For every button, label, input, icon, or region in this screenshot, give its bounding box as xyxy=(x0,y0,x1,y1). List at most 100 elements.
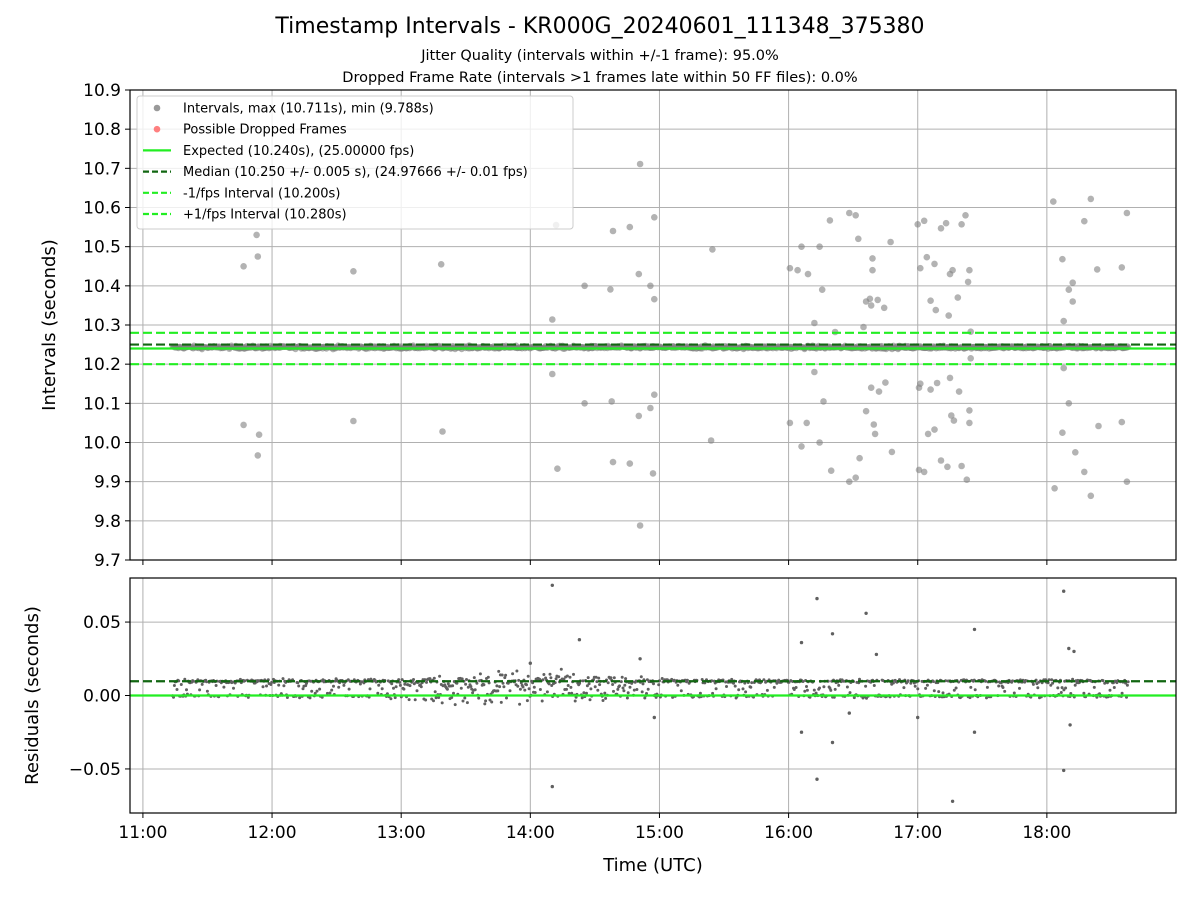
xtick-label: 13:00 xyxy=(377,823,426,843)
residual-point xyxy=(463,696,467,700)
interval-outlier-point xyxy=(649,470,657,477)
residual-outlier-point xyxy=(972,627,977,632)
residual-point xyxy=(482,683,486,687)
residual-point xyxy=(640,690,644,694)
interval-outlier-point xyxy=(927,386,934,393)
interval-outlier-point xyxy=(869,255,876,262)
residual-point xyxy=(578,681,582,685)
legend-entry: Intervals, max (10.711s), min (9.788s) xyxy=(183,102,434,117)
residual-point xyxy=(540,699,544,703)
residual-point xyxy=(906,679,910,683)
residual-point xyxy=(733,684,737,688)
residual-point xyxy=(185,688,188,692)
residual-point xyxy=(419,685,423,689)
residual-point xyxy=(1108,688,1112,692)
residual-point xyxy=(285,696,289,699)
residual-point xyxy=(332,684,335,688)
xtick-label: 12:00 xyxy=(248,823,297,843)
legend-marker-dot xyxy=(153,125,161,133)
residual-point xyxy=(502,685,506,689)
residual-point xyxy=(1069,692,1073,695)
residual-point xyxy=(565,674,569,678)
interval-outlier-point xyxy=(549,370,556,378)
residual-point xyxy=(460,677,464,681)
interval-outlier-point xyxy=(786,419,794,427)
residual-point xyxy=(541,678,545,682)
residual-point xyxy=(222,685,226,689)
residual-point xyxy=(325,691,329,695)
residual-point xyxy=(496,689,500,693)
interval-outlier-point xyxy=(875,388,883,395)
residual-point xyxy=(261,685,265,689)
legend-entry: Median (10.250 +/- 0.005 s), (24.97666 +… xyxy=(183,165,528,180)
residual-point xyxy=(865,696,868,700)
residual-point xyxy=(347,687,351,691)
residual-point xyxy=(503,676,507,680)
residual-point xyxy=(676,683,680,687)
residual-point xyxy=(413,698,417,702)
interval-outlier-point xyxy=(880,304,888,312)
residual-point xyxy=(452,691,455,695)
interval-outlier-point xyxy=(609,458,617,466)
residual-point xyxy=(200,682,204,686)
residual-point xyxy=(596,688,600,692)
residual-point xyxy=(465,701,469,705)
residual-point xyxy=(328,691,332,695)
residual-point xyxy=(1049,683,1053,687)
residual-point xyxy=(606,681,610,685)
residual-point xyxy=(925,683,929,687)
interval-outlier-point xyxy=(862,407,870,415)
residual-point xyxy=(538,688,542,691)
residual-point xyxy=(473,688,477,692)
residual-point xyxy=(601,699,605,702)
residual-outlier-point xyxy=(799,640,804,645)
interval-outlier-point xyxy=(811,319,818,327)
residual-point xyxy=(609,676,613,680)
interval-outlier-point xyxy=(608,398,615,405)
residual-point xyxy=(845,685,849,689)
residual-point xyxy=(232,686,235,690)
residual-point xyxy=(313,691,317,695)
residual-point xyxy=(848,691,852,695)
ytick-label: 10.3 xyxy=(83,316,121,336)
interval-outlier-point xyxy=(871,430,879,438)
residual-point xyxy=(282,684,286,688)
interval-outlier-point xyxy=(437,261,445,268)
residual-point xyxy=(310,689,314,693)
interval-outlier-point xyxy=(581,400,588,407)
residual-point xyxy=(511,672,515,676)
residual-point xyxy=(611,683,615,686)
residual-point xyxy=(389,697,393,701)
interval-outlier-point xyxy=(635,270,643,278)
residual-point xyxy=(941,691,945,695)
residual-point xyxy=(526,674,530,678)
interval-outlier-point xyxy=(888,448,896,456)
interval-outlier-point xyxy=(869,266,876,274)
residual-point xyxy=(725,685,728,688)
residual-point xyxy=(495,684,499,688)
residual-point xyxy=(582,691,586,695)
ytick-label: 10.4 xyxy=(83,277,121,297)
chart-subtitle-dropped: Dropped Frame Rate (intervals >1 frames … xyxy=(342,70,858,86)
residual-point xyxy=(308,696,312,700)
interval-outlier-point xyxy=(966,419,973,427)
residual-point xyxy=(612,676,616,680)
residual-point xyxy=(446,682,450,686)
residual-point xyxy=(612,689,615,693)
interval-outlier-point xyxy=(887,238,894,246)
residual-point xyxy=(515,669,519,673)
residual-point xyxy=(672,678,676,682)
residual-point xyxy=(1011,679,1015,683)
residual-point xyxy=(412,678,415,681)
residual-point xyxy=(432,676,436,680)
residual-point xyxy=(455,681,459,685)
residual-point xyxy=(461,699,465,703)
interval-outlier-point xyxy=(855,235,862,243)
interval-outlier-point xyxy=(651,295,658,303)
interval-outlier-point xyxy=(860,323,867,331)
residual-point xyxy=(527,687,531,691)
residual-point xyxy=(545,690,549,694)
residual-point xyxy=(471,691,475,695)
residual-point xyxy=(803,689,807,693)
